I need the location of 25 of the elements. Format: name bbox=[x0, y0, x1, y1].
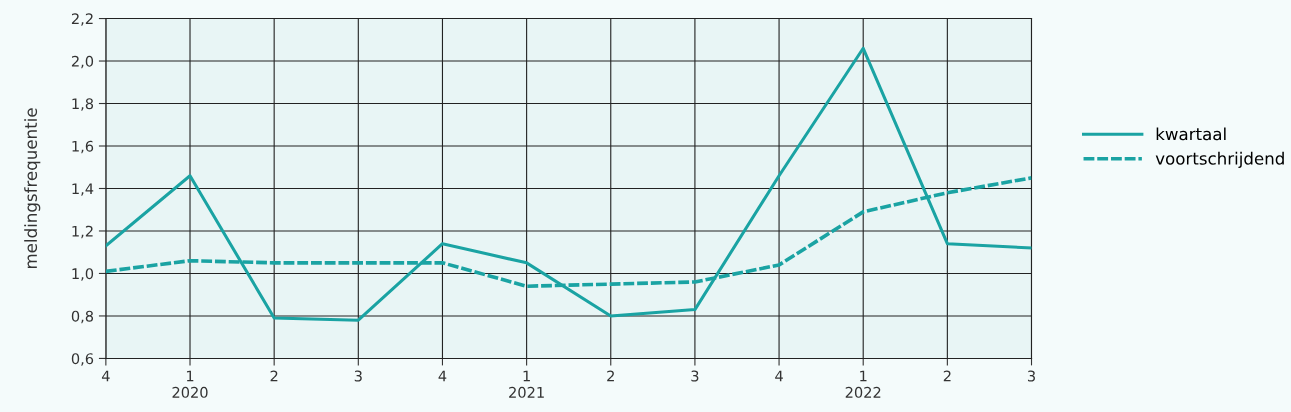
x-tick-label: 4 bbox=[438, 370, 447, 382]
y-tick-label: 1,0 bbox=[72, 268, 94, 281]
legend-label: kwartaal bbox=[1156, 127, 1226, 141]
y-tick-label: 1,2 bbox=[72, 225, 93, 239]
x-tick-label: 1 2022 bbox=[845, 370, 881, 398]
y-tick-label: 0,6 bbox=[71, 353, 94, 366]
y-tick-label: 2,2 bbox=[71, 13, 93, 26]
x-tick-label: 2 bbox=[270, 370, 278, 382]
x-tick-label: 1 2021 bbox=[509, 370, 544, 398]
y-tick-label: 1,4 bbox=[72, 183, 94, 196]
x-tick-label: 4 bbox=[775, 370, 783, 382]
y-tick-label: 1,8 bbox=[72, 98, 94, 111]
x-tick-label: 2 bbox=[943, 370, 951, 382]
x-tick-label: 4 bbox=[101, 370, 110, 382]
x-tick-label: 3 bbox=[354, 370, 362, 382]
y-tick-label: 2,0 bbox=[71, 55, 94, 69]
y-tick-label: 1,6 bbox=[72, 140, 94, 154]
y-tick-label: 0,8 bbox=[71, 310, 94, 324]
x-tick-label: 3 bbox=[691, 370, 699, 382]
line-series bbox=[105, 46, 1032, 322]
x-tick-label: 3 bbox=[1027, 370, 1035, 382]
x-tick-label: 2 bbox=[607, 370, 614, 382]
legend-label: voortschrijdend bbox=[1155, 151, 1284, 168]
x-tick-label: 1 2020 bbox=[172, 370, 208, 398]
y-axis-title: meldingsfrequentie bbox=[24, 108, 41, 269]
